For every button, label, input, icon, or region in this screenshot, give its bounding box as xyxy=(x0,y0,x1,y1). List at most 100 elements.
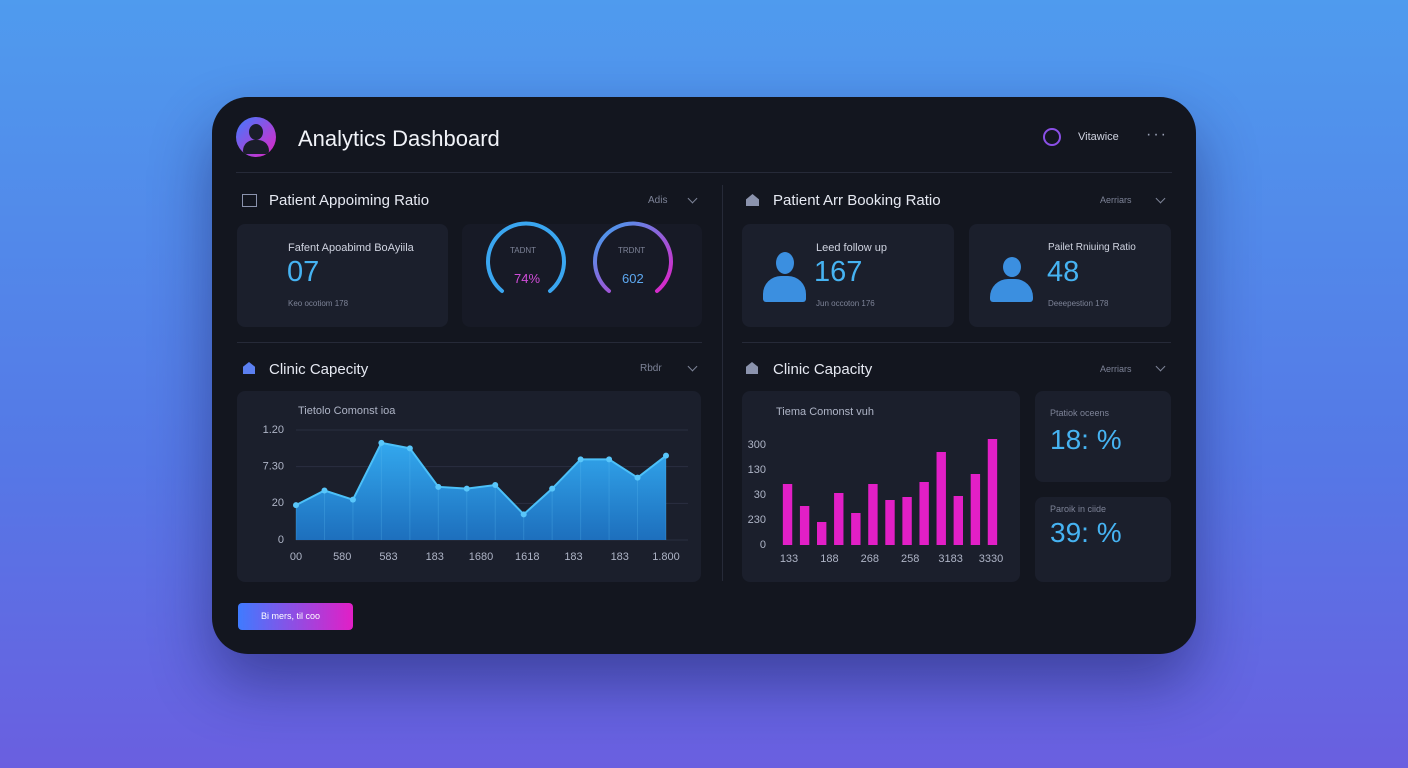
filter-dropdown[interactable]: Rbdr xyxy=(640,363,662,374)
action-button[interactable] xyxy=(238,603,353,630)
y-tick-label: 20 xyxy=(272,497,284,509)
bar xyxy=(987,439,998,545)
x-tick-label: 1680 xyxy=(469,551,493,563)
percent-card xyxy=(1035,391,1171,482)
stat-note: Keo ocotiom 178 xyxy=(288,299,349,308)
column-divider xyxy=(722,185,723,581)
bar xyxy=(782,484,793,545)
x-tick-label: 1.800 xyxy=(652,551,680,563)
x-tick-label: 183 xyxy=(611,551,629,563)
stat-card xyxy=(742,224,954,327)
panel-icon xyxy=(242,194,257,207)
gauge-label: TADNT xyxy=(510,246,537,255)
x-tick-label: 188 xyxy=(820,553,838,565)
data-point xyxy=(435,483,442,490)
data-point xyxy=(463,485,470,492)
stat-note: Jun occoton 176 xyxy=(816,299,875,308)
bar xyxy=(953,496,964,545)
section-divider xyxy=(742,342,1171,343)
bar xyxy=(970,474,981,545)
data-point xyxy=(520,511,527,518)
panel-icon xyxy=(746,362,758,374)
percent-label: Ptatiok oceens xyxy=(1050,408,1110,418)
person-icon xyxy=(763,276,806,302)
filter-dropdown[interactable]: Aerriars xyxy=(1100,364,1132,374)
x-tick-label: 3330 xyxy=(979,553,1003,565)
stat-label: Fafent Apoabimd BoAyiila xyxy=(288,242,414,254)
x-tick-label: 1618 xyxy=(515,551,539,563)
menu-dots[interactable]: ··· xyxy=(1146,126,1168,143)
y-tick-label: 0 xyxy=(760,539,766,551)
stat-label: Leed follow up xyxy=(816,242,887,254)
x-tick-label: 580 xyxy=(333,551,351,563)
avatar-body xyxy=(243,140,269,154)
header-divider xyxy=(236,172,1172,173)
button-label[interactable]: Bi mers, til coo xyxy=(261,611,321,621)
bar xyxy=(885,500,895,545)
x-tick-label: 183 xyxy=(564,551,582,563)
gauge-label: TRDNT xyxy=(618,246,646,255)
y-tick-label: 0 xyxy=(278,534,284,546)
x-tick-label: 3183 xyxy=(938,553,962,565)
y-tick-label: 30 xyxy=(754,489,766,501)
y-tick-label: 1.20 xyxy=(263,424,284,436)
stat-card xyxy=(969,224,1171,327)
bar xyxy=(799,506,810,545)
bar xyxy=(851,513,861,545)
stat-card xyxy=(237,224,448,327)
bar xyxy=(868,484,878,545)
filter-dropdown[interactable]: Adis xyxy=(648,195,668,206)
panel-icon xyxy=(243,362,255,374)
stat-label: Pailet Rniuing Ratio xyxy=(1048,242,1136,253)
person-icon xyxy=(776,252,794,274)
data-point xyxy=(378,439,385,446)
bar xyxy=(816,522,827,545)
chart-subtitle: Tietolo Comonst ioa xyxy=(298,405,396,417)
gauge-arc xyxy=(593,221,673,293)
x-tick-label: 583 xyxy=(379,551,397,563)
data-point xyxy=(606,456,613,463)
section-divider xyxy=(237,342,702,343)
data-point xyxy=(321,487,328,494)
data-point xyxy=(634,474,641,481)
panel-title: Clinic Capecity xyxy=(269,361,369,378)
gauge-value: 602 xyxy=(622,271,644,286)
percent-value: 39: % xyxy=(1050,517,1122,548)
percent-card xyxy=(1035,497,1171,582)
x-tick-label: 133 xyxy=(780,553,798,565)
stat-value: 48 xyxy=(1047,256,1080,288)
data-point xyxy=(663,452,669,459)
bar xyxy=(902,497,912,545)
bar xyxy=(936,452,946,545)
notification-icon[interactable] xyxy=(1043,128,1061,146)
area-line xyxy=(295,441,667,516)
stat-value: 167 xyxy=(814,256,863,288)
data-point xyxy=(577,456,584,463)
y-tick-label: 130 xyxy=(748,464,766,476)
header-title: Analytics Dashboard xyxy=(298,126,500,151)
y-tick-label: 230 xyxy=(748,514,766,526)
data-point xyxy=(293,502,299,509)
stat-value: 07 xyxy=(287,256,320,288)
data-point xyxy=(406,445,413,452)
y-tick-label: 300 xyxy=(748,439,766,451)
percent-value: 18: % xyxy=(1050,424,1122,455)
data-point xyxy=(349,496,356,503)
user-name[interactable]: Vitawice xyxy=(1078,131,1119,143)
gauge-value: 74% xyxy=(514,271,541,286)
panel-title: Patient Arr Booking Ratio xyxy=(773,192,941,209)
x-tick-label: 183 xyxy=(426,551,444,563)
gauge-card xyxy=(462,224,702,327)
y-tick-label: 7.30 xyxy=(263,461,284,473)
panel-title: Patient Appoiming Ratio xyxy=(269,192,430,209)
gauge-arc xyxy=(486,221,566,293)
filter-dropdown[interactable]: Aerriars xyxy=(1100,195,1132,205)
x-tick-label: 258 xyxy=(901,553,919,565)
data-point xyxy=(549,485,556,492)
data-point xyxy=(492,482,499,488)
bar xyxy=(919,482,929,545)
person-icon xyxy=(990,279,1033,302)
stat-note: Deeepestion 178 xyxy=(1048,299,1109,308)
